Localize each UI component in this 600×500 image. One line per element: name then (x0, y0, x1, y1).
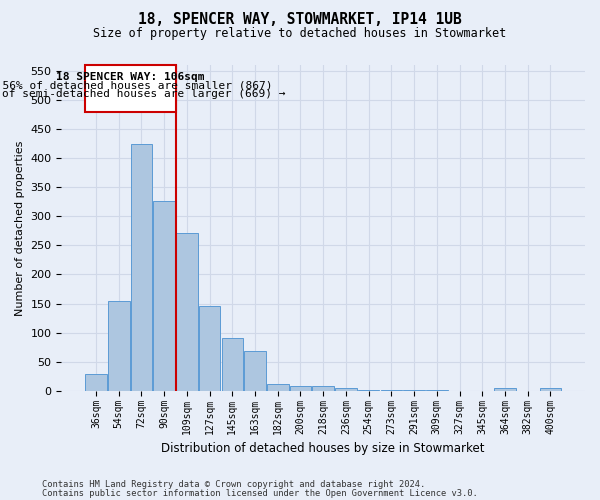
Bar (403, 390, 425, 391)
Text: ← 56% of detached houses are smaller (867): ← 56% of detached houses are smaller (86… (0, 80, 272, 90)
Bar (426, 390, 448, 391)
Bar (290, 386, 311, 391)
Text: Size of property relative to detached houses in Stowmarket: Size of property relative to detached ho… (94, 28, 506, 40)
Bar (221, 338, 243, 391)
Bar (154, 200, 175, 391)
Text: Contains HM Land Registry data © Crown copyright and database right 2024.: Contains HM Land Registry data © Crown c… (42, 480, 425, 489)
Bar (176, 232, 197, 391)
Bar (494, 388, 516, 391)
Text: Contains public sector information licensed under the Open Government Licence v3: Contains public sector information licen… (42, 488, 478, 498)
Bar (85, 374, 107, 391)
Bar (199, 306, 220, 391)
Bar (539, 388, 561, 391)
Text: 18 SPENCER WAY: 106sqm: 18 SPENCER WAY: 106sqm (56, 72, 205, 82)
X-axis label: Distribution of detached houses by size in Stowmarket: Distribution of detached houses by size … (161, 442, 485, 455)
Bar (267, 384, 289, 391)
Bar (244, 351, 266, 391)
Y-axis label: Number of detached properties: Number of detached properties (15, 140, 25, 316)
Bar (131, 144, 152, 391)
Bar (85, 65, 176, 112)
Bar (313, 386, 334, 391)
Bar (358, 390, 379, 391)
Bar (335, 388, 357, 391)
Bar (380, 390, 402, 391)
Text: 43% of semi-detached houses are larger (669) →: 43% of semi-detached houses are larger (… (0, 90, 286, 100)
Bar (108, 300, 130, 391)
Text: 18, SPENCER WAY, STOWMARKET, IP14 1UB: 18, SPENCER WAY, STOWMARKET, IP14 1UB (138, 12, 462, 28)
